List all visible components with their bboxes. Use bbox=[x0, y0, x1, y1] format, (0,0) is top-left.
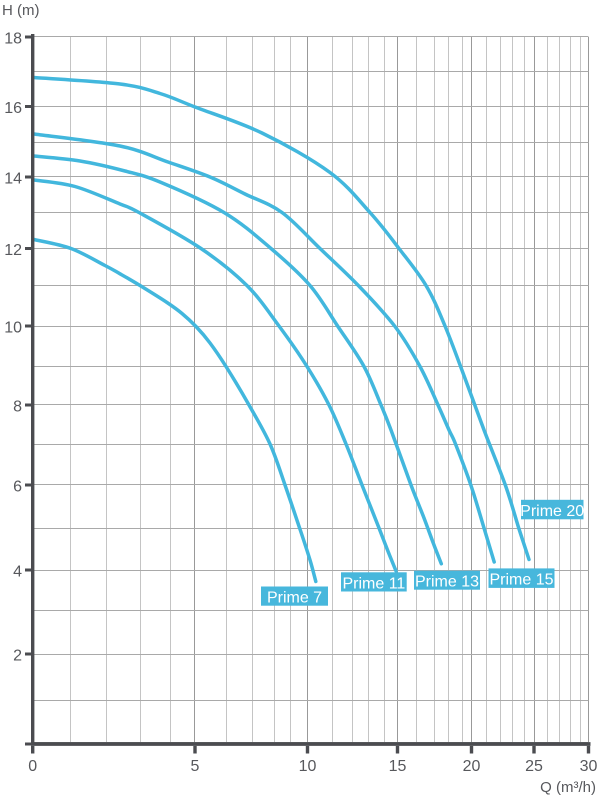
svg-text:14: 14 bbox=[4, 171, 22, 188]
svg-text:20: 20 bbox=[463, 758, 481, 775]
svg-text:Prime 15: Prime 15 bbox=[489, 572, 553, 589]
svg-text:16: 16 bbox=[4, 100, 22, 117]
svg-text:2: 2 bbox=[13, 648, 22, 665]
svg-text:18: 18 bbox=[4, 31, 22, 48]
svg-text:H (m): H (m) bbox=[2, 2, 40, 19]
svg-text:8: 8 bbox=[13, 399, 22, 416]
svg-text:12: 12 bbox=[4, 242, 22, 259]
svg-text:0: 0 bbox=[28, 758, 37, 775]
svg-text:Prime 11: Prime 11 bbox=[342, 575, 405, 592]
svg-text:10: 10 bbox=[299, 758, 317, 775]
svg-text:25: 25 bbox=[525, 758, 543, 775]
svg-text:15: 15 bbox=[389, 758, 407, 775]
svg-text:4: 4 bbox=[13, 564, 22, 581]
svg-text:5: 5 bbox=[191, 758, 200, 775]
svg-text:6: 6 bbox=[13, 479, 22, 496]
svg-text:10: 10 bbox=[4, 320, 22, 337]
svg-text:Q (m³/h): Q (m³/h) bbox=[540, 779, 596, 796]
svg-text:Prime 13: Prime 13 bbox=[415, 574, 479, 591]
svg-text:30: 30 bbox=[580, 758, 598, 775]
svg-text:Prime 7: Prime 7 bbox=[267, 590, 322, 607]
svg-text:Prime 20: Prime 20 bbox=[520, 503, 584, 520]
